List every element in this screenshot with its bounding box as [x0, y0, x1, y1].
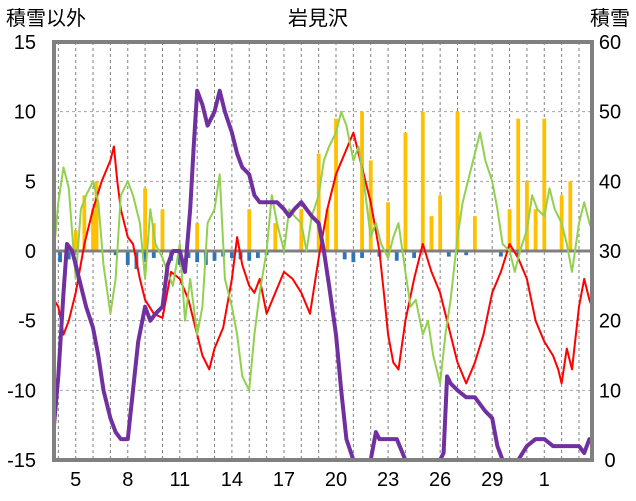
left-tick-label: -10 — [7, 380, 36, 402]
line-series — [52, 88, 594, 462]
sunshine-bar — [229, 251, 234, 258]
left-tick-label: -15 — [7, 450, 36, 472]
precipitation-bar — [403, 132, 408, 251]
precipitation-bar — [420, 111, 425, 252]
right-tick-label: 50 — [599, 102, 621, 124]
precipitation-bar — [516, 118, 521, 251]
snow_depth-line — [52, 88, 594, 462]
sunshine-bar — [212, 251, 217, 261]
sunshine-bar — [516, 251, 521, 256]
x-tick-label: 5 — [70, 469, 81, 491]
sunshine-bar — [256, 251, 260, 258]
precipitation-bar — [334, 118, 338, 251]
sunshine-bar — [360, 251, 364, 258]
precipitation-bar — [160, 209, 165, 251]
green_series-line — [53, 110, 593, 392]
right-axis-label: 積雪 — [590, 7, 630, 30]
chart-title: 岩見沢 — [288, 7, 348, 30]
x-tick-label: 8 — [122, 469, 133, 491]
left-tick-label: 10 — [14, 102, 36, 124]
precipitation-bar — [73, 230, 78, 251]
left-tick-label: -5 — [18, 311, 36, 333]
x-tick-label: 23 — [377, 469, 399, 491]
grid-lines — [54, 41, 592, 461]
right-tick-label: 10 — [599, 380, 621, 402]
right-tick-label: 20 — [599, 311, 621, 333]
precipitation-bar — [91, 209, 95, 251]
precipitation-bar — [94, 181, 99, 251]
precipitation-bar — [299, 209, 304, 251]
sunshine-bar — [151, 251, 156, 258]
precipitation-bar — [438, 195, 443, 251]
left-axis-label: 積雪以外 — [6, 7, 86, 30]
sunshine-bar — [113, 251, 118, 256]
sunshine-bar — [342, 251, 347, 260]
precipitation-bar — [82, 195, 87, 251]
sunshine-bar — [464, 251, 469, 256]
right-tick-label: 0 — [604, 450, 615, 472]
precipitation-bar — [525, 181, 529, 251]
sunshine-bar — [412, 251, 417, 258]
precipitation-bar — [568, 181, 573, 251]
x-tick-label: 14 — [221, 469, 243, 491]
right-tick-label: 30 — [599, 241, 621, 263]
left-tick-label: 5 — [25, 171, 36, 193]
sunshine-bar — [446, 251, 451, 257]
x-tick-label: 20 — [325, 469, 347, 491]
sunshine-bar — [186, 251, 191, 258]
x-tick-label: 11 — [169, 469, 190, 491]
sunshine-bar — [351, 251, 356, 263]
x-tick-label: 29 — [481, 469, 503, 491]
sunshine-bar — [195, 251, 200, 263]
sunshine-bar — [247, 251, 252, 261]
sunshine-bar — [66, 251, 71, 260]
right-tick-label: 40 — [599, 171, 621, 193]
precipitation-bar — [143, 188, 148, 251]
precipitation-bar — [195, 223, 200, 251]
x-tick-label: 1 — [539, 469, 550, 491]
left-tick-label: 15 — [14, 32, 36, 54]
sunshine-bar — [498, 251, 503, 257]
plot-frame — [52, 40, 594, 462]
x-axis-ticks: 5 8 11 14 17 20 23 26 29 1 — [70, 469, 550, 491]
right-axis-ticks: 60 50 40 30 20 10 0 — [599, 32, 621, 472]
precipitation-bar — [507, 209, 512, 251]
sunshine-bar — [125, 251, 130, 265]
precipitation-bar — [533, 209, 538, 251]
sunshine-bar — [394, 251, 399, 261]
sunshine-bar — [143, 251, 148, 263]
x-tick-label: 26 — [429, 469, 451, 491]
temperature-line — [53, 131, 593, 385]
precipitation-bar — [360, 111, 364, 252]
x-tick-label: 17 — [273, 469, 295, 491]
precipitation-bar — [386, 202, 390, 251]
precipitation-bar — [273, 223, 278, 251]
precipitation-bar — [429, 216, 434, 251]
precipitation-bar — [542, 118, 547, 251]
left-tick-label: 0 — [25, 241, 36, 263]
precipitation-bar — [247, 209, 252, 251]
precipitation-bar — [325, 209, 330, 251]
left-axis-ticks: 15 10 5 0 -5 -10 -15 — [7, 32, 36, 472]
right-tick-label: 60 — [599, 32, 621, 54]
precipitation-bar — [472, 216, 477, 251]
precipitation-bar — [455, 111, 460, 252]
sunshine-bar — [58, 251, 62, 263]
precipitation-bar — [316, 153, 321, 251]
